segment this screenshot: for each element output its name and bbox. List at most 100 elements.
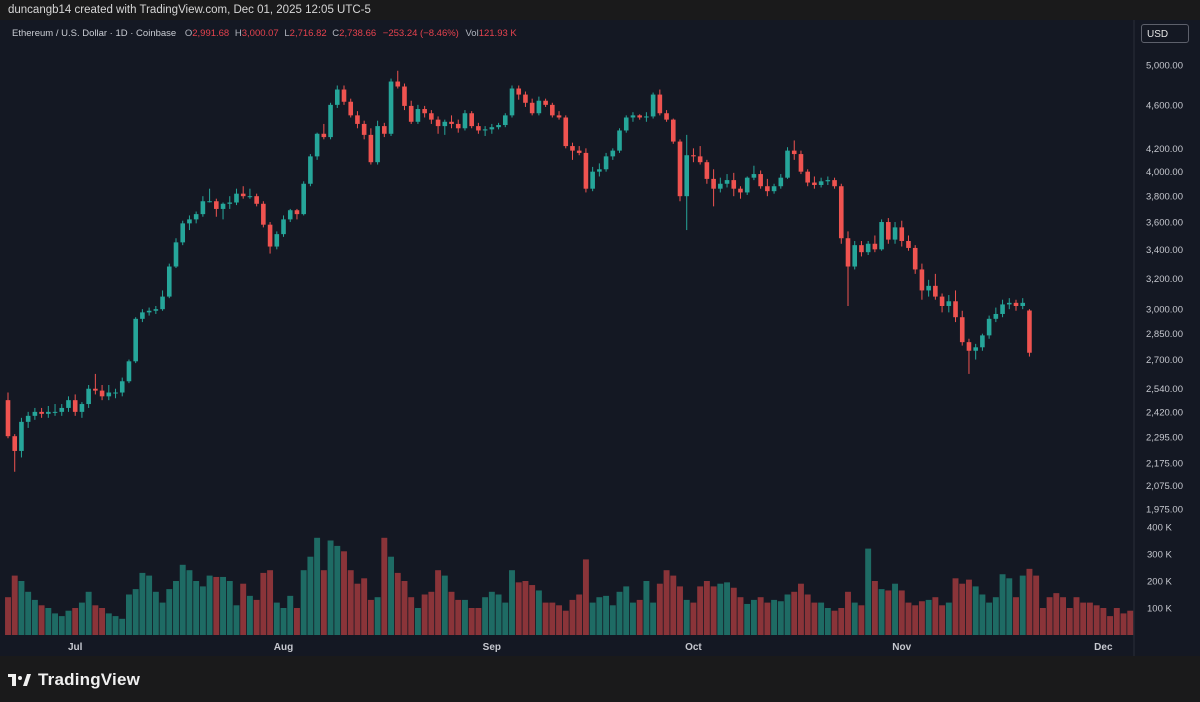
candle-body	[892, 227, 898, 240]
candle	[489, 123, 495, 134]
candle-body	[980, 335, 985, 348]
candle-body	[1013, 302, 1019, 306]
candle	[825, 176, 831, 185]
candle-body	[738, 188, 743, 193]
volume-bar	[1107, 616, 1114, 635]
candle-body	[119, 381, 125, 393]
candle	[59, 404, 65, 416]
candle	[388, 78, 394, 136]
volume-bar	[851, 602, 858, 635]
candle	[382, 122, 387, 138]
candle	[240, 186, 246, 199]
candle-body	[744, 177, 750, 193]
candle	[281, 215, 286, 237]
candle	[906, 235, 911, 251]
volume-bar	[939, 605, 946, 635]
candle-body	[489, 127, 495, 130]
candle	[912, 245, 918, 274]
volume-bar	[737, 597, 744, 635]
volume-bar	[542, 602, 549, 635]
volume-bar	[845, 591, 851, 635]
candle	[818, 177, 824, 188]
candle	[1027, 309, 1032, 357]
candle-body	[496, 125, 501, 128]
volume-bar	[11, 575, 18, 635]
candle-body	[899, 227, 905, 241]
candle-body	[583, 152, 589, 189]
volume-bar	[1019, 575, 1026, 635]
volume-bar	[206, 575, 213, 635]
volume-bar	[300, 570, 307, 635]
candle-body	[644, 116, 649, 118]
currency-button[interactable]: USD	[1141, 24, 1189, 43]
volume-bar	[1080, 602, 1087, 635]
candle	[476, 122, 481, 134]
candle-body	[986, 318, 992, 336]
candle-body	[684, 155, 690, 197]
volume-bar	[999, 574, 1006, 635]
candle	[79, 402, 85, 418]
candle-body	[879, 222, 884, 250]
volume-bar	[1013, 597, 1019, 635]
candle-body	[933, 285, 938, 297]
candle	[556, 111, 562, 120]
volume-bar	[139, 572, 146, 635]
candle-body	[670, 119, 676, 142]
chart-canvas[interactable]: 5,000.00 4,600.00 4,200.00 4,000.00 3,800.00…	[0, 20, 1200, 656]
volume-bar	[1026, 568, 1033, 635]
candle-body	[825, 180, 831, 182]
volume-bar	[959, 583, 966, 635]
candle	[502, 113, 508, 128]
candle-body	[724, 180, 730, 184]
candle-body	[375, 126, 380, 163]
volume-bar	[878, 589, 885, 635]
volume-bar	[824, 608, 831, 635]
candle	[550, 102, 555, 118]
volume-bar	[697, 586, 704, 635]
candle-body	[630, 115, 636, 118]
candle-body	[765, 186, 770, 192]
volume-bar	[932, 597, 939, 635]
volume-bar	[5, 597, 11, 635]
volume-bar	[99, 608, 106, 635]
candle	[52, 404, 58, 416]
candle	[872, 235, 878, 253]
candle	[798, 150, 804, 175]
candle-body	[677, 141, 683, 197]
price-axis-label: 4,200.00	[1146, 144, 1183, 155]
candle	[166, 263, 172, 299]
candle	[402, 83, 407, 111]
volume-bar	[354, 583, 361, 635]
chart-frame[interactable]: 5,000.00 4,600.00 4,200.00 4,000.00 3,800.00…	[0, 20, 1200, 656]
volume-bar	[455, 599, 462, 635]
candle-body	[234, 193, 239, 203]
candle	[617, 128, 622, 153]
volume-bar	[314, 537, 321, 635]
volume-bar	[347, 570, 354, 635]
candle	[623, 115, 629, 133]
candle-layer	[5, 70, 1032, 472]
candle-body	[805, 171, 810, 183]
candle-body	[872, 243, 878, 250]
candle-body	[442, 121, 448, 127]
volume-bar	[952, 578, 959, 635]
volume-bar	[582, 559, 589, 635]
candle	[415, 104, 421, 124]
price-axis-label: 3,600.00	[1146, 218, 1183, 229]
candle-body	[462, 113, 468, 129]
candle	[926, 279, 931, 297]
candle-body	[328, 104, 333, 138]
time-axis-label: Sep	[483, 642, 501, 653]
price-axis-label: 2,175.00	[1146, 458, 1183, 469]
candle-body	[59, 407, 65, 412]
candle-body	[664, 113, 669, 120]
volume-bar	[892, 583, 898, 635]
volume-bar	[186, 570, 193, 635]
candle	[597, 163, 602, 177]
candle-body	[610, 150, 616, 157]
candle	[32, 407, 38, 420]
candle	[933, 273, 938, 300]
candle	[72, 394, 78, 416]
candle	[953, 290, 958, 323]
candle-body	[321, 133, 327, 138]
